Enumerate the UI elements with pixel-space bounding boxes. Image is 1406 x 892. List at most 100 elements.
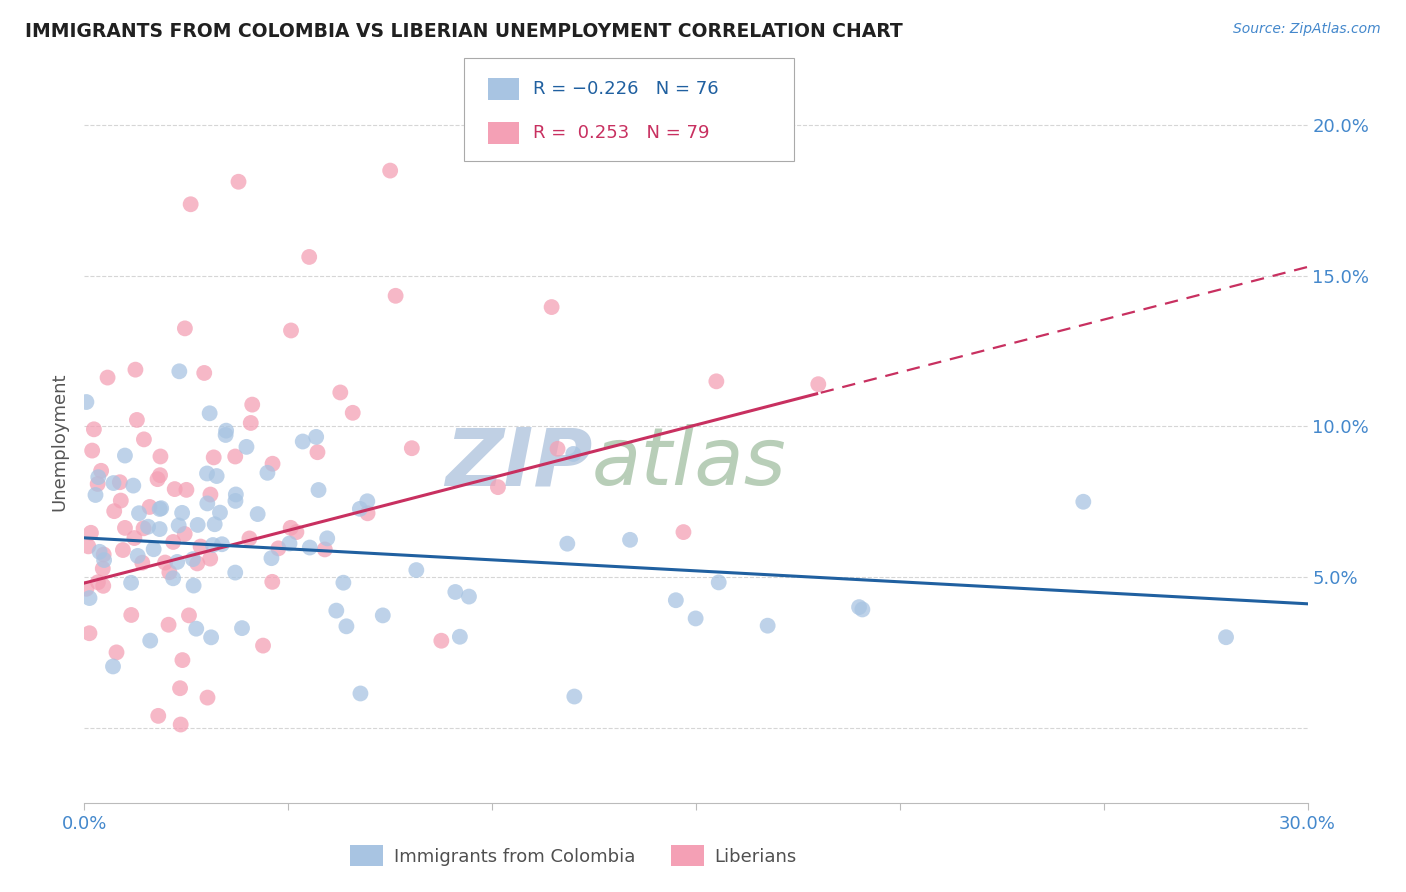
Text: ZIP: ZIP: [444, 425, 592, 502]
Point: [200, 630, 222, 644]
Point: [114, 521, 136, 535]
Point: [380, 163, 402, 178]
Point: [298, 541, 321, 555]
Point: [90, 464, 112, 478]
Point: [205, 469, 228, 483]
Point: [177, 608, 200, 623]
Point: [356, 494, 378, 508]
Point: [851, 602, 873, 616]
Point: [848, 600, 870, 615]
Point: [449, 630, 471, 644]
Point: [80, 525, 103, 540]
Point: [132, 433, 155, 447]
Point: [93, 553, 115, 567]
Point: [87, 575, 110, 590]
Point: [314, 542, 336, 557]
Text: IMMIGRANTS FROM COLOMBIA VS LIBERIAN UNEMPLOYMENT CORRELATION CHART: IMMIGRANTS FROM COLOMBIA VS LIBERIAN UNE…: [25, 22, 903, 41]
Point: [547, 442, 569, 456]
Point: [103, 504, 125, 518]
Point: [260, 551, 283, 566]
Point: [278, 536, 301, 550]
Point: [127, 549, 149, 563]
Point: [200, 551, 222, 566]
Point: [187, 518, 209, 533]
Point: [173, 527, 195, 541]
Point: [149, 468, 172, 483]
Point: [176, 483, 198, 497]
Point: [224, 566, 246, 580]
Point: [280, 521, 302, 535]
Point: [169, 681, 191, 696]
Point: [153, 556, 176, 570]
Point: [225, 487, 247, 501]
Point: [307, 445, 329, 459]
Point: [149, 502, 172, 516]
Point: [1215, 630, 1237, 644]
Point: [186, 622, 208, 636]
Point: [131, 556, 153, 570]
Point: [132, 521, 155, 535]
Point: [183, 578, 205, 592]
Point: [349, 686, 371, 700]
Point: [200, 487, 222, 501]
Text: atlas: atlas: [592, 425, 787, 502]
Y-axis label: Unemployment: Unemployment: [51, 372, 69, 511]
Point: [540, 300, 562, 314]
Point: [163, 482, 186, 496]
Point: [342, 406, 364, 420]
Point: [356, 506, 378, 520]
Point: [114, 449, 136, 463]
Point: [332, 575, 354, 590]
Point: [138, 500, 160, 514]
Point: [167, 518, 190, 533]
Point: [87, 470, 110, 484]
Point: [240, 398, 263, 412]
Point: [430, 633, 453, 648]
Point: [280, 323, 302, 337]
Point: [246, 507, 269, 521]
Point: [486, 480, 509, 494]
Point: [128, 506, 150, 520]
Point: [180, 197, 202, 211]
Point: [224, 450, 246, 464]
Point: [149, 450, 172, 464]
Point: [136, 519, 159, 533]
Point: [211, 537, 233, 551]
Point: [208, 506, 231, 520]
Point: [77, 540, 100, 554]
Point: [166, 555, 188, 569]
Point: [252, 639, 274, 653]
Point: [562, 690, 585, 704]
Point: [349, 501, 371, 516]
Point: [239, 416, 262, 430]
Point: [267, 541, 290, 556]
Point: [75, 395, 97, 409]
Point: [665, 593, 688, 607]
Point: [142, 542, 165, 557]
Point: [231, 621, 253, 635]
Point: [706, 374, 728, 388]
Point: [124, 531, 146, 545]
Point: [190, 540, 212, 554]
Point: [149, 522, 172, 536]
Point: [262, 574, 284, 589]
Point: [291, 434, 314, 449]
Point: [195, 496, 218, 510]
Point: [256, 466, 278, 480]
Point: [371, 608, 394, 623]
Point: [335, 619, 357, 633]
Legend: Immigrants from Colombia, Liberians: Immigrants from Colombia, Liberians: [343, 838, 804, 873]
Point: [619, 533, 641, 547]
Point: [162, 535, 184, 549]
Point: [305, 430, 328, 444]
Point: [91, 561, 114, 575]
Point: [685, 611, 707, 625]
Point: [150, 501, 173, 516]
Point: [148, 709, 170, 723]
Point: [84, 488, 107, 502]
Point: [125, 413, 148, 427]
Point: [238, 532, 260, 546]
Point: [103, 476, 125, 491]
Point: [120, 607, 142, 622]
Text: R =  0.253   N = 79: R = 0.253 N = 79: [533, 124, 710, 142]
